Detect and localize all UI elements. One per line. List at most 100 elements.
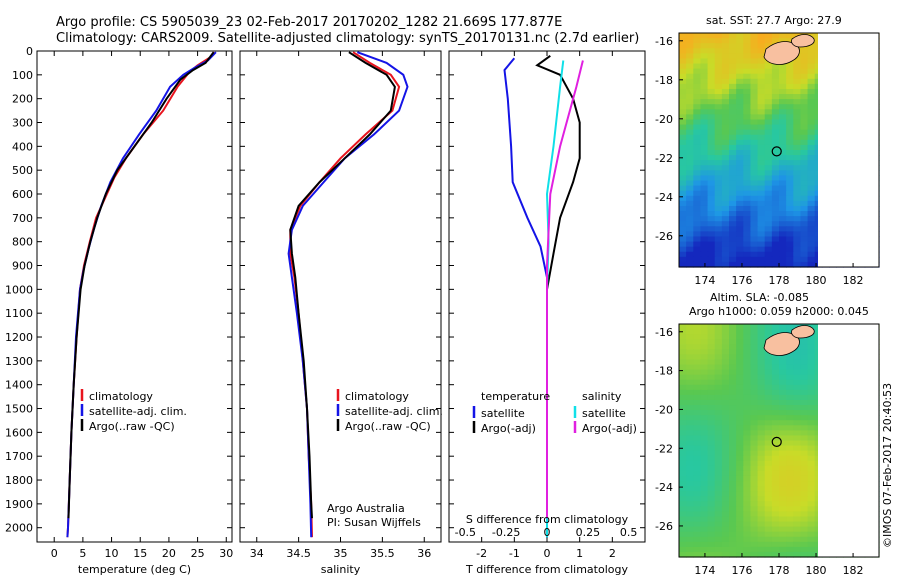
imos-stamp: ©IMOS 07-Feb-2017 20:40:53 xyxy=(881,383,894,548)
map-cell xyxy=(693,231,702,238)
map-cell xyxy=(729,491,737,497)
map-cell xyxy=(721,170,730,177)
map-cell xyxy=(721,144,730,151)
map-cell xyxy=(757,124,766,131)
map-cell xyxy=(757,38,766,44)
map-cell xyxy=(743,53,752,60)
map-cell xyxy=(764,73,773,80)
map-cell xyxy=(707,450,716,457)
map-cell xyxy=(714,261,723,268)
map-cell xyxy=(707,53,716,60)
map-cell xyxy=(686,440,694,447)
map-cell xyxy=(679,129,687,136)
map-cell xyxy=(736,410,744,416)
map-cell xyxy=(807,551,816,558)
series-line-argo-raw-qc- xyxy=(289,51,396,519)
map-cell xyxy=(779,246,787,253)
map-cell xyxy=(736,379,744,386)
map-cell xyxy=(779,256,787,263)
map-cell xyxy=(800,465,809,472)
map-cell xyxy=(793,94,802,100)
map-cell xyxy=(743,369,752,376)
map-cell xyxy=(750,43,759,49)
map-cell xyxy=(700,334,709,340)
map-cell xyxy=(764,430,773,437)
map-cell xyxy=(779,374,787,381)
map-cell xyxy=(757,216,766,222)
map-cell xyxy=(686,460,694,467)
map-cell xyxy=(800,241,809,248)
map-cell xyxy=(771,496,780,502)
map-cell xyxy=(693,216,702,222)
map-cell xyxy=(779,511,787,518)
map-cell xyxy=(800,354,809,361)
map-cell xyxy=(757,221,766,227)
map-cell xyxy=(779,33,787,39)
map-cell xyxy=(743,526,752,533)
map-cell xyxy=(693,526,702,533)
map-cell xyxy=(750,435,759,442)
map-cell xyxy=(786,190,794,197)
map-cell xyxy=(764,200,773,207)
map-cell xyxy=(786,200,794,207)
map-cell xyxy=(771,425,780,431)
map-cell xyxy=(800,546,809,553)
map-cell xyxy=(693,43,702,49)
map-cell xyxy=(729,68,737,75)
map-cell xyxy=(736,470,744,477)
map-cell xyxy=(700,536,709,543)
y-tick-label: 600 xyxy=(12,188,33,201)
map-cell xyxy=(779,216,787,222)
map-cell xyxy=(764,129,773,136)
map-cell xyxy=(786,104,794,110)
map-cell xyxy=(686,195,694,202)
map-cell xyxy=(736,329,744,335)
map-cell xyxy=(700,496,709,502)
map-cell xyxy=(714,48,723,54)
map-cell xyxy=(714,185,723,192)
map-cell xyxy=(700,211,709,217)
map-cell xyxy=(793,88,802,95)
map-cell xyxy=(800,420,809,426)
map-cell xyxy=(693,185,702,192)
map-cell xyxy=(750,384,759,391)
map-cell xyxy=(721,369,730,376)
x-axis-label: salinity xyxy=(321,563,361,576)
map-cell xyxy=(800,415,809,421)
map-cell xyxy=(707,94,716,100)
map-cell xyxy=(693,374,702,381)
map-cell xyxy=(807,129,816,136)
map-cell xyxy=(679,415,687,421)
map-cell xyxy=(807,33,816,39)
map-cell xyxy=(750,114,759,121)
map-cell xyxy=(793,430,802,437)
map-cell xyxy=(757,364,766,371)
map-cell xyxy=(743,324,752,330)
map-cell xyxy=(779,420,787,426)
map-cell xyxy=(764,205,773,212)
map-cell xyxy=(729,445,737,452)
map-cell xyxy=(686,354,694,361)
y-tick-label: 300 xyxy=(12,117,33,130)
map-cell xyxy=(729,405,737,411)
map-cell xyxy=(764,78,773,85)
map-cell xyxy=(721,104,730,110)
map-cell xyxy=(793,481,802,487)
map-cell xyxy=(764,501,773,507)
map-cell xyxy=(771,73,780,80)
map-cell xyxy=(764,114,773,121)
map-cell xyxy=(707,364,716,371)
map-cell xyxy=(736,364,744,371)
map-cell xyxy=(736,33,744,39)
y-tick-label: 1800 xyxy=(5,474,33,487)
sla-map-title2: Argo h1000: 0.059 h2000: 0.045 xyxy=(689,305,869,318)
map-cell xyxy=(800,384,809,391)
map-cell xyxy=(707,384,716,391)
map-cell xyxy=(764,134,773,141)
map-cell xyxy=(786,394,794,401)
map-cell xyxy=(743,399,752,406)
map-cell xyxy=(736,546,744,553)
map-cell xyxy=(764,475,773,482)
map-cell xyxy=(771,410,780,416)
map-cell xyxy=(729,541,737,548)
